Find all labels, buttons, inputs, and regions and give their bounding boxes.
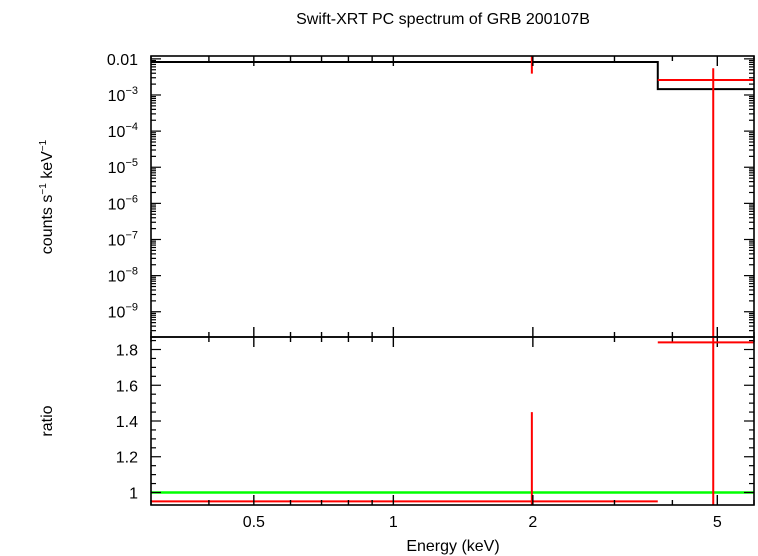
y-tick-exponent: −8 xyxy=(125,266,138,278)
y-tick-label: 10−9 xyxy=(108,302,138,322)
y-tick-exponent: −7 xyxy=(125,229,138,241)
x-tick-label: 0.5 xyxy=(243,514,265,531)
y-tick-label: 10−5 xyxy=(108,157,138,177)
x-tick-label: 5 xyxy=(713,514,722,531)
ratio-y-tick-label: 1.2 xyxy=(116,450,138,467)
y-tick-mantissa: 10 xyxy=(108,232,126,249)
y-tick-mantissa: 10 xyxy=(108,160,126,177)
x-tick-label: 2 xyxy=(528,514,537,531)
y-tick-exponent: −4 xyxy=(125,121,138,133)
y-tick-mantissa: 10 xyxy=(108,305,126,322)
ratio-y-tick-label: 1.8 xyxy=(116,343,138,360)
ratio-y-tick-label: 1.4 xyxy=(116,414,138,431)
ylabel-kev: keV xyxy=(39,151,56,183)
y-tick-label: 10−6 xyxy=(108,193,138,213)
ratio-x-ticks: 0.5 1 2 5 xyxy=(150,495,755,531)
ratio-y-tick-label: 1.6 xyxy=(116,378,138,395)
ylabel-counts: counts s xyxy=(39,195,56,255)
y-tick-label: 0.01 xyxy=(107,52,138,69)
y-tick-exponent: −5 xyxy=(125,157,138,169)
y-tick-exponent: −6 xyxy=(125,193,138,205)
ylabel-exp-1: −1 xyxy=(38,183,49,195)
chart-title: Swift-XRT PC spectrum of GRB 200107B xyxy=(296,11,590,28)
ratio-panel: 0.5 1 2 5 1 1.2 1.4 1.6 1.8 ratio Energy (keV) xyxy=(39,336,755,555)
ratio-data-layer xyxy=(151,337,754,505)
y-tick-mantissa: 10 xyxy=(108,88,126,105)
x-tick-label: 1 xyxy=(389,514,398,531)
spectrum-y-axis-label: counts s−1 keV−1 xyxy=(38,139,56,254)
x-axis-label: Energy (keV) xyxy=(406,538,499,555)
model-step-line xyxy=(151,60,754,91)
y-tick-label: 10−8 xyxy=(108,266,138,286)
ylabel-exp-2: −1 xyxy=(38,139,49,151)
y-tick-mantissa: 10 xyxy=(108,124,126,141)
ratio-y-axis-label: ratio xyxy=(39,405,56,436)
ratio-y-tick-label: 1 xyxy=(129,485,138,502)
ratio-y-ticks: 1 1.2 1.4 1.6 1.8 xyxy=(116,339,754,502)
y-tick-label: 10−4 xyxy=(108,121,138,141)
y-tick-exponent: −3 xyxy=(125,85,138,97)
y-tick-label: 10−3 xyxy=(108,85,138,105)
y-tick-label: 10−7 xyxy=(108,229,138,249)
y-tick-mantissa: 10 xyxy=(108,269,126,286)
y-tick-mantissa: 10 xyxy=(108,196,126,213)
y-tick-mantissa: 0.01 xyxy=(107,52,138,69)
spectrum-data-layer xyxy=(151,56,754,337)
y-tick-exponent: −9 xyxy=(125,302,138,314)
